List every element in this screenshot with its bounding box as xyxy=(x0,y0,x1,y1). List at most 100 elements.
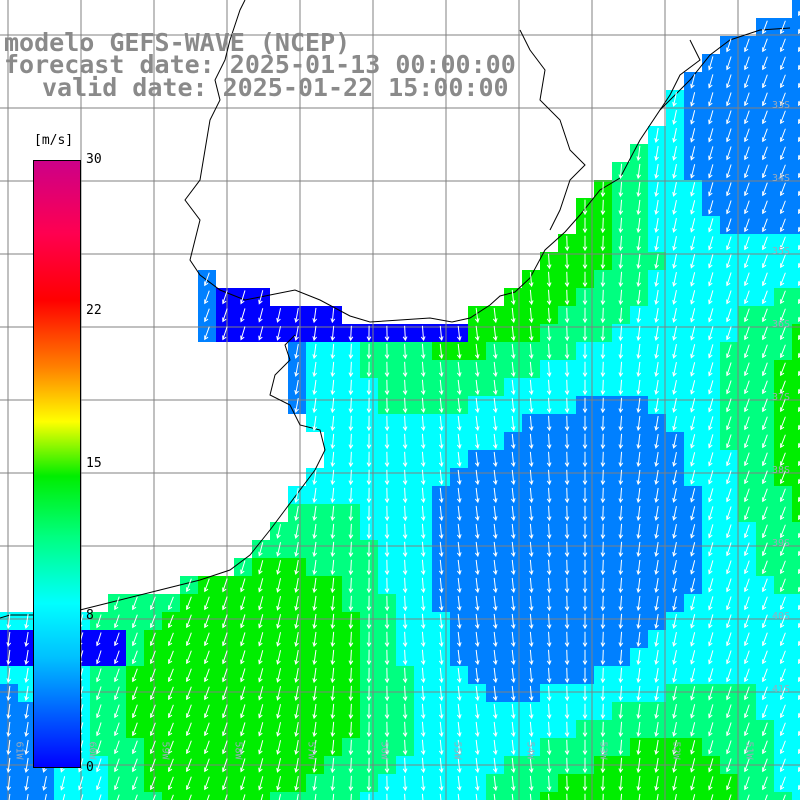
wind-arrow xyxy=(798,586,800,593)
wind-arrow xyxy=(348,505,354,522)
wind-arrow xyxy=(744,686,750,701)
wind-arrow xyxy=(528,577,534,594)
wind-arrow xyxy=(240,704,246,719)
wind-arrow xyxy=(600,559,606,576)
wind-arrow xyxy=(546,721,552,738)
wind-arrow xyxy=(402,649,408,666)
wind-arrow xyxy=(798,118,800,125)
wind-arrow xyxy=(528,595,534,612)
wind-arrow xyxy=(636,307,642,324)
wind-arrow xyxy=(348,397,354,414)
wind-arrow xyxy=(618,361,624,378)
wind-arrow xyxy=(330,307,336,324)
wind-arrow xyxy=(384,397,390,414)
wind-arrow xyxy=(726,56,732,71)
wind-arrow xyxy=(312,757,317,774)
wind-arrow xyxy=(492,343,498,360)
wind-arrow xyxy=(798,316,800,323)
wind-arrow xyxy=(420,361,426,378)
wind-cell xyxy=(792,738,800,756)
wind-arrow xyxy=(402,721,408,738)
wind-arrow xyxy=(780,326,786,341)
wind-arrow xyxy=(384,469,390,486)
wind-arrow xyxy=(312,721,317,738)
wind-arrow xyxy=(528,721,534,738)
wind-arrow xyxy=(528,559,534,576)
wind-arrow xyxy=(438,595,444,612)
wind-arrow xyxy=(726,362,732,377)
wind-arrow xyxy=(366,559,372,576)
lat-label: 40S xyxy=(772,611,791,622)
wind-arrow xyxy=(798,190,800,197)
wind-arrow xyxy=(798,712,800,719)
wind-arrow xyxy=(330,325,336,342)
lat-label: 38S xyxy=(772,465,791,476)
wind-arrow xyxy=(762,110,768,125)
wind-arrow xyxy=(798,64,800,71)
lat-label: 36S xyxy=(772,319,791,330)
wind-arrow xyxy=(798,46,800,53)
wind-arrow xyxy=(636,217,642,234)
wind-arrow xyxy=(24,757,29,774)
wind-arrow xyxy=(726,290,732,305)
wind-arrow xyxy=(258,758,264,773)
wind-arrow xyxy=(620,793,623,800)
wind-arrow xyxy=(492,595,498,612)
wind-arrow xyxy=(582,739,588,756)
wind-arrow xyxy=(528,307,534,324)
wind-arrow xyxy=(744,452,750,467)
wind-arrow xyxy=(690,236,696,251)
wind-arrow xyxy=(186,686,192,701)
wind-arrow xyxy=(510,757,516,774)
wind-arrow xyxy=(438,631,444,648)
wind-arrow xyxy=(618,559,624,576)
wind-arrow xyxy=(348,775,354,792)
wind-arrow xyxy=(456,469,462,486)
wind-arrow xyxy=(492,667,498,684)
wind-arrow xyxy=(438,721,444,738)
wind-arrow xyxy=(474,505,480,522)
wind-cell xyxy=(792,684,800,702)
wind-arrow xyxy=(366,667,372,684)
wind-arrow xyxy=(618,451,624,468)
wind-arrow xyxy=(492,721,498,738)
wind-arrow xyxy=(312,685,317,702)
wind-arrow xyxy=(636,523,642,540)
wind-arrow xyxy=(204,308,210,323)
wind-arrow xyxy=(330,379,336,396)
wind-cell xyxy=(792,702,800,720)
wind-arrow xyxy=(204,686,210,701)
wind-cell xyxy=(792,144,800,162)
wind-arrow xyxy=(762,596,768,611)
wind-arrow xyxy=(672,434,677,449)
wind-arrow xyxy=(744,74,750,89)
wind-arrow xyxy=(528,361,534,378)
wind-arrow xyxy=(402,559,408,576)
wind-arrow xyxy=(780,146,786,161)
wind-arrow xyxy=(546,613,552,630)
wind-arrow xyxy=(708,578,714,593)
wind-arrow xyxy=(636,361,642,378)
wind-arrow xyxy=(456,631,462,648)
wind-arrow xyxy=(6,631,12,648)
wind-arrow xyxy=(96,704,102,719)
wind-arrow xyxy=(602,793,604,800)
lon-label: 51W xyxy=(743,741,755,760)
wind-cell xyxy=(792,648,800,666)
wind-arrow xyxy=(546,253,552,270)
wind-arrow xyxy=(618,703,624,720)
wind-arrow xyxy=(618,379,624,396)
wind-arrow xyxy=(798,388,800,395)
wind-arrow xyxy=(636,469,642,486)
wind-arrow xyxy=(690,272,696,287)
wind-arrow xyxy=(780,416,786,431)
wind-arrow xyxy=(744,308,750,323)
wind-arrow xyxy=(708,416,714,431)
wind-arrow xyxy=(582,631,588,648)
wind-arrow xyxy=(96,650,102,665)
wind-arrow xyxy=(726,344,732,359)
wind-arrow xyxy=(330,433,336,450)
wind-arrow xyxy=(240,326,246,341)
wind-arrow xyxy=(798,136,800,143)
wind-arrow xyxy=(744,704,750,719)
